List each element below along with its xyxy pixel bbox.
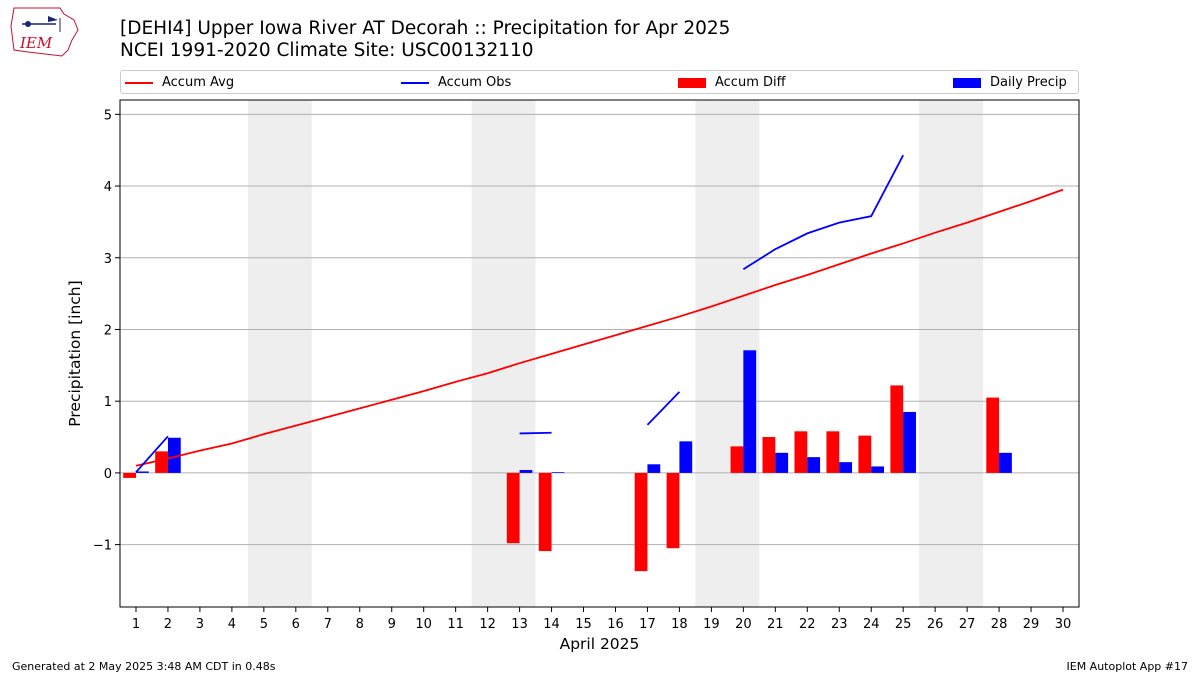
xtick-label-21: 21	[767, 617, 784, 632]
daily-precip-bar-21	[775, 452, 789, 473]
footer-app-id: IEM Autoplot App #17	[1066, 660, 1189, 673]
legend-swatch-daily-precip	[953, 77, 981, 88]
accum-diff-bar-13	[506, 472, 520, 544]
xtick-label-1: 1	[132, 617, 140, 632]
iem-logo: IEM	[10, 7, 79, 57]
weekend-shade-1	[471, 100, 536, 607]
chart-title: [DEHI4] Upper Iowa River AT Decorah :: P…	[120, 18, 731, 39]
xtick-label-8: 8	[356, 617, 364, 632]
xtick-label-22: 22	[799, 617, 816, 632]
xtick-label-9: 9	[388, 617, 396, 632]
y-axis-label: Precipitation [inch]	[66, 280, 84, 426]
legend-label-daily-precip: Daily Precip	[990, 75, 1067, 90]
legend-swatch-accum-diff	[678, 77, 706, 88]
accum-obs-line-2	[646, 391, 681, 426]
accum-diff-bar-20	[730, 446, 744, 473]
xtick-label-4: 4	[228, 617, 236, 632]
x-axis-label: April 2025	[560, 635, 640, 653]
accum-diff-bar-23	[826, 431, 840, 473]
accum-diff-bar-1	[123, 472, 136, 478]
ytick-label-2: 1	[104, 395, 112, 410]
xtick-label-6: 6	[292, 617, 300, 632]
weekend-shade-0	[247, 100, 312, 607]
logo-text: IEM	[19, 34, 53, 52]
daily-precip-bar-2	[167, 437, 181, 473]
xtick-label-29: 29	[1023, 617, 1040, 632]
accum-obs-line-1	[519, 431, 552, 435]
ytick-label-0: −1	[93, 539, 112, 554]
daily-precip-bar-1	[135, 471, 149, 473]
xtick-label-12: 12	[479, 617, 496, 632]
accum-diff-bar-14	[538, 472, 552, 552]
xtick-label-30: 30	[1055, 617, 1072, 632]
xtick-label-2: 2	[164, 617, 172, 632]
legend-swatch-accum-avg	[125, 81, 153, 84]
legend-label-accum-avg: Accum Avg	[162, 75, 235, 90]
ytick-label-3: 2	[104, 323, 112, 338]
accum-diff-bar-28	[986, 397, 1000, 473]
weekend-shade-3	[919, 100, 984, 607]
legend: Accum Avg Accum Obs Accum Diff Daily Pre…	[120, 70, 1079, 94]
accum-obs-line-0	[135, 435, 169, 473]
xtick-label-5: 5	[260, 617, 268, 632]
footer-generated: Generated at 2 May 2025 3:48 AM CDT in 0…	[12, 660, 276, 673]
xtick-label-19: 19	[703, 617, 720, 632]
daily-precip-bar-22	[807, 457, 821, 473]
daily-precip-bar-23	[839, 462, 853, 473]
xtick-label-3: 3	[196, 617, 204, 632]
xtick-label-26: 26	[927, 617, 944, 632]
xtick-label-17: 17	[639, 617, 656, 632]
xtick-label-13: 13	[511, 617, 528, 632]
xtick-label-18: 18	[671, 617, 688, 632]
daily-precip-bar-17	[647, 464, 661, 473]
accum-diff-bar-25	[890, 385, 904, 473]
accum-avg-line	[135, 188, 1064, 467]
daily-precip-bar-14	[551, 472, 565, 473]
ytick-label-6: 5	[104, 108, 112, 123]
daily-precip-bar-24	[871, 466, 885, 473]
xtick-label-14: 14	[543, 617, 560, 632]
legend-item-accum-obs: Accum Obs	[401, 74, 511, 92]
accum-obs-line-3	[742, 154, 904, 271]
daily-precip-bar-25	[903, 411, 916, 473]
legend-label-accum-diff: Accum Diff	[715, 75, 786, 90]
accum-diff-bar-24	[858, 435, 872, 473]
legend-item-daily-precip: Daily Precip	[953, 74, 1067, 92]
ytick-label-5: 4	[104, 180, 112, 195]
legend-item-accum-diff: Accum Diff	[678, 74, 786, 92]
accum-diff-bar-2	[155, 451, 168, 473]
accum-diff-bar-17	[634, 472, 648, 572]
daily-precip-bar-28	[999, 452, 1012, 473]
xtick-label-10: 10	[415, 617, 432, 632]
legend-item-accum-avg: Accum Avg	[125, 74, 234, 92]
accum-diff-bar-21	[762, 437, 776, 473]
accum-diff-bar-22	[794, 431, 808, 473]
xtick-label-11: 11	[447, 617, 464, 632]
xtick-label-28: 28	[991, 617, 1008, 632]
legend-swatch-accum-obs	[401, 81, 429, 84]
legend-label-accum-obs: Accum Obs	[438, 75, 512, 90]
daily-precip-bar-20	[743, 350, 757, 473]
ytick-label-1: 0	[104, 467, 112, 482]
daily-precip-bar-18	[679, 441, 693, 473]
accum-diff-bar-18	[666, 472, 680, 549]
daily-precip-bar-13	[519, 470, 533, 473]
ytick-label-4: 3	[104, 252, 112, 267]
xtick-label-24: 24	[863, 617, 880, 632]
xtick-label-27: 27	[959, 617, 976, 632]
xtick-label-7: 7	[324, 617, 332, 632]
chart-subtitle: NCEI 1991-2020 Climate Site: USC00132110	[120, 40, 534, 61]
xtick-label-16: 16	[607, 617, 624, 632]
xtick-label-23: 23	[831, 617, 848, 632]
xtick-label-25: 25	[895, 617, 912, 632]
plot-frame	[119, 99, 1080, 608]
xtick-label-20: 20	[735, 617, 752, 632]
xtick-label-15: 15	[575, 617, 592, 632]
